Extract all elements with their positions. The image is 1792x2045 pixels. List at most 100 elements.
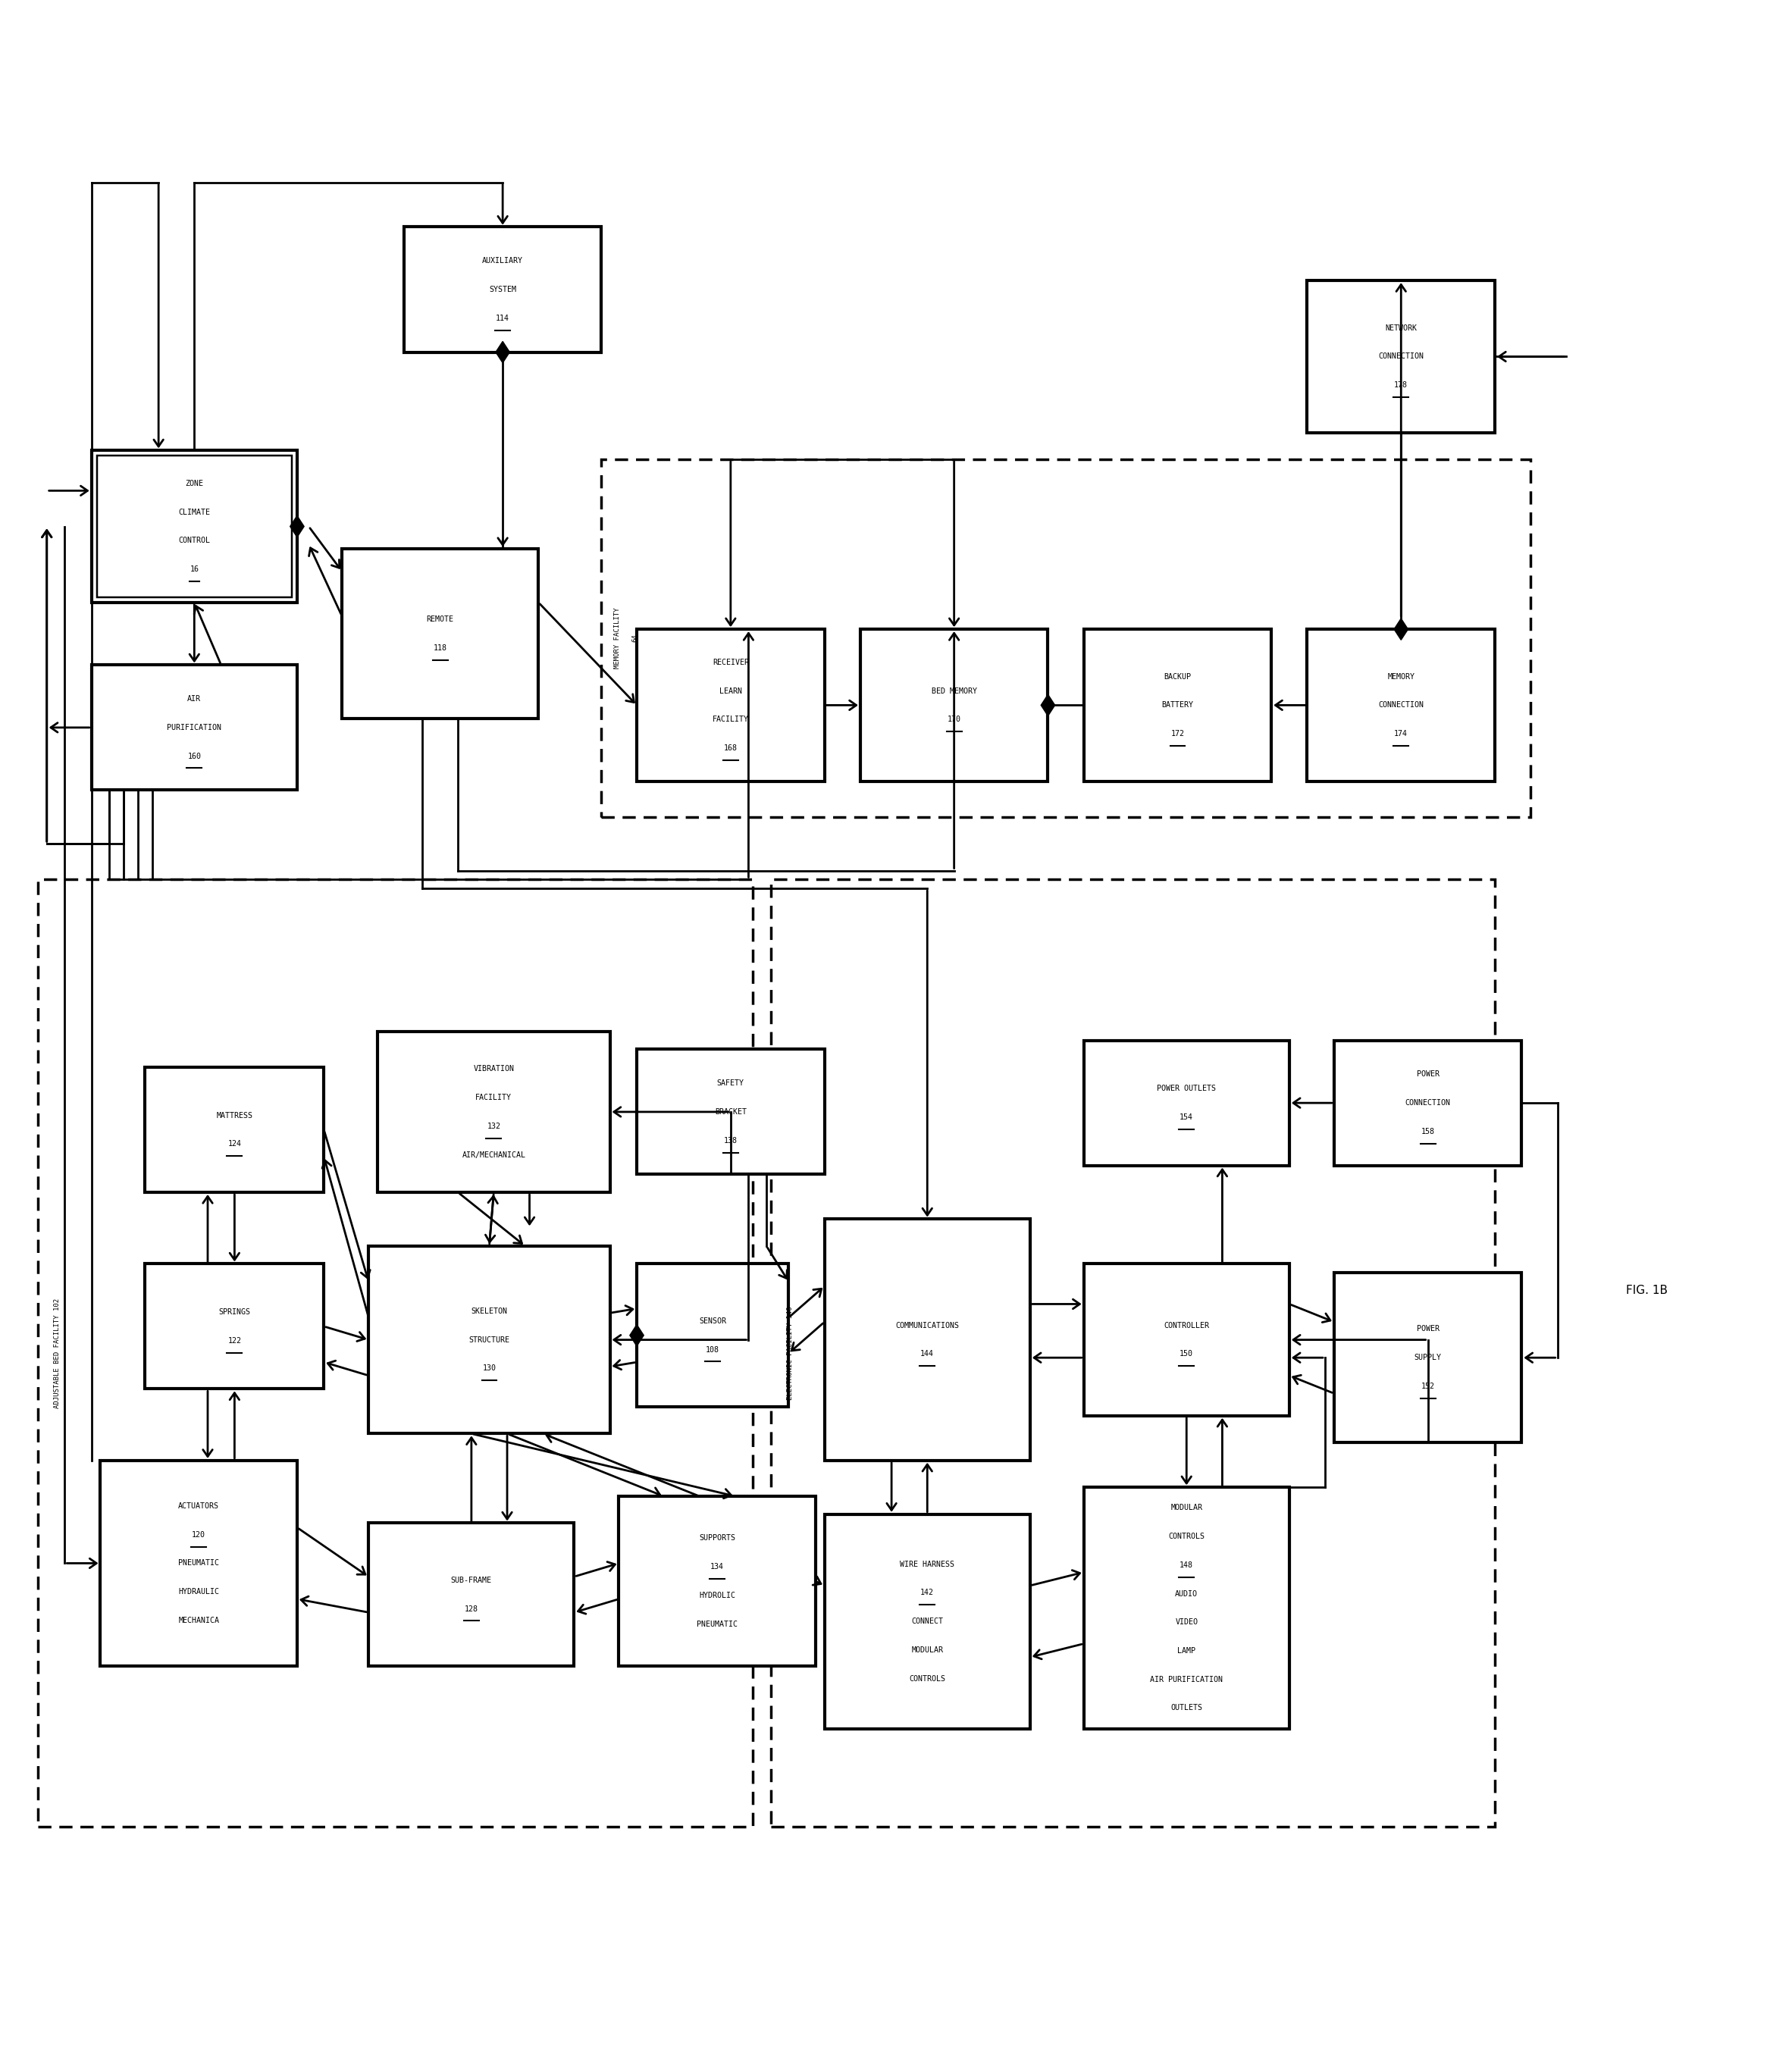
Text: FACILITY: FACILITY bbox=[713, 716, 749, 724]
Text: 154: 154 bbox=[1179, 1112, 1193, 1121]
Bar bbox=[378, 1031, 609, 1192]
Text: SUPPORTS: SUPPORTS bbox=[699, 1534, 735, 1542]
Bar bbox=[1084, 1264, 1288, 1415]
Text: CONNECTION: CONNECTION bbox=[1405, 1098, 1450, 1106]
Text: 178: 178 bbox=[1394, 382, 1409, 389]
Bar bbox=[1306, 280, 1495, 434]
Bar bbox=[38, 879, 753, 1826]
Text: 128: 128 bbox=[464, 1605, 478, 1614]
Polygon shape bbox=[629, 1325, 643, 1346]
Text: VIBRATION: VIBRATION bbox=[473, 1065, 514, 1074]
Bar bbox=[1306, 630, 1495, 781]
Text: POWER: POWER bbox=[1416, 1325, 1439, 1333]
Bar bbox=[1084, 630, 1272, 781]
Bar bbox=[1084, 1041, 1288, 1166]
Bar bbox=[860, 630, 1048, 781]
Text: PNEUMATIC: PNEUMATIC bbox=[177, 1560, 219, 1566]
Text: VIDEO: VIDEO bbox=[1176, 1618, 1197, 1626]
Bar bbox=[369, 1524, 573, 1667]
Text: 150: 150 bbox=[1179, 1350, 1193, 1358]
Polygon shape bbox=[1394, 618, 1409, 640]
Text: AUXILIARY: AUXILIARY bbox=[482, 258, 523, 264]
Text: AIR PURIFICATION: AIR PURIFICATION bbox=[1150, 1675, 1222, 1683]
Text: 138: 138 bbox=[724, 1137, 738, 1145]
Bar bbox=[618, 1497, 815, 1667]
Bar bbox=[636, 630, 824, 781]
Bar bbox=[771, 879, 1495, 1826]
Text: CONTROLLER: CONTROLLER bbox=[1163, 1321, 1210, 1329]
Text: WIRE HARNESS: WIRE HARNESS bbox=[900, 1560, 955, 1569]
Text: BED MEMORY: BED MEMORY bbox=[932, 687, 977, 695]
Text: BATTERY: BATTERY bbox=[1161, 701, 1193, 710]
Text: 124: 124 bbox=[228, 1141, 242, 1147]
Text: 168: 168 bbox=[724, 744, 738, 753]
Text: 134: 134 bbox=[710, 1562, 724, 1571]
Text: MODULAR: MODULAR bbox=[1170, 1503, 1202, 1511]
Text: AIR/MECHANICAL: AIR/MECHANICAL bbox=[462, 1151, 525, 1160]
Text: POWER: POWER bbox=[1416, 1070, 1439, 1078]
Text: 144: 144 bbox=[921, 1350, 934, 1358]
Bar bbox=[91, 450, 297, 603]
Text: MEMORY FACILITY: MEMORY FACILITY bbox=[613, 607, 620, 669]
Bar bbox=[824, 1219, 1030, 1460]
Text: ACTUATORS: ACTUATORS bbox=[177, 1503, 219, 1509]
Bar bbox=[824, 1513, 1030, 1728]
Text: PURIFICATION: PURIFICATION bbox=[167, 724, 222, 732]
Text: 16: 16 bbox=[190, 566, 199, 573]
Text: LEARN: LEARN bbox=[719, 687, 742, 695]
Text: AUDIO: AUDIO bbox=[1176, 1589, 1197, 1597]
Text: BRACKET: BRACKET bbox=[715, 1108, 747, 1117]
Text: ADJUSTABLE BED FACILITY 102: ADJUSTABLE BED FACILITY 102 bbox=[54, 1299, 61, 1409]
Text: SKELETON: SKELETON bbox=[471, 1307, 507, 1315]
Text: FACILITY: FACILITY bbox=[475, 1094, 513, 1102]
Text: SENSOR: SENSOR bbox=[699, 1317, 726, 1325]
Text: REMOTE: REMOTE bbox=[426, 616, 453, 624]
Bar bbox=[145, 1264, 324, 1389]
Text: ELECTRONIC FACILITY 140: ELECTRONIC FACILITY 140 bbox=[787, 1307, 794, 1401]
Bar bbox=[91, 665, 297, 789]
Text: PNEUMATIC: PNEUMATIC bbox=[697, 1620, 738, 1628]
Bar bbox=[145, 1067, 324, 1192]
Text: 130: 130 bbox=[482, 1364, 496, 1372]
Text: BACKUP: BACKUP bbox=[1165, 673, 1192, 681]
Text: 108: 108 bbox=[706, 1346, 720, 1354]
Text: 160: 160 bbox=[188, 753, 201, 761]
Text: CLIMATE: CLIMATE bbox=[179, 509, 210, 515]
Bar bbox=[1333, 1041, 1521, 1166]
Text: MODULAR: MODULAR bbox=[912, 1646, 943, 1654]
Text: 120: 120 bbox=[192, 1532, 206, 1538]
Text: SPRINGS: SPRINGS bbox=[219, 1309, 251, 1315]
Text: HYDRAULIC: HYDRAULIC bbox=[177, 1589, 219, 1595]
Text: OUTLETS: OUTLETS bbox=[1170, 1703, 1202, 1712]
Text: 174: 174 bbox=[1394, 730, 1409, 738]
Bar bbox=[100, 1460, 297, 1667]
Text: AIR: AIR bbox=[188, 695, 201, 703]
Text: COMMUNICATIONS: COMMUNICATIONS bbox=[896, 1321, 959, 1329]
Polygon shape bbox=[496, 342, 509, 362]
Text: 114: 114 bbox=[496, 315, 509, 321]
Text: ZONE: ZONE bbox=[185, 481, 202, 487]
Bar bbox=[636, 1264, 788, 1407]
Text: STRUCTURE: STRUCTURE bbox=[470, 1335, 509, 1344]
Polygon shape bbox=[1041, 695, 1055, 716]
Bar bbox=[1333, 1272, 1521, 1442]
Text: CONNECTION: CONNECTION bbox=[1378, 701, 1425, 710]
Text: 142: 142 bbox=[921, 1589, 934, 1597]
Bar bbox=[600, 460, 1530, 816]
Text: MEMORY: MEMORY bbox=[1387, 673, 1414, 681]
Text: HYDROLIC: HYDROLIC bbox=[699, 1591, 735, 1599]
Text: 148: 148 bbox=[1179, 1560, 1193, 1569]
Text: 170: 170 bbox=[948, 716, 961, 724]
Polygon shape bbox=[290, 515, 305, 538]
Bar bbox=[1084, 1487, 1288, 1728]
Text: NETWORK: NETWORK bbox=[1385, 325, 1417, 331]
Text: SUPPLY: SUPPLY bbox=[1414, 1354, 1441, 1362]
Text: 152: 152 bbox=[1421, 1382, 1435, 1391]
Text: SAFETY: SAFETY bbox=[717, 1080, 744, 1088]
Bar bbox=[369, 1245, 609, 1434]
Text: 118: 118 bbox=[434, 644, 446, 652]
Text: 64: 64 bbox=[631, 634, 638, 642]
Bar bbox=[342, 548, 538, 718]
Text: 158: 158 bbox=[1421, 1127, 1435, 1135]
Bar bbox=[97, 456, 292, 597]
